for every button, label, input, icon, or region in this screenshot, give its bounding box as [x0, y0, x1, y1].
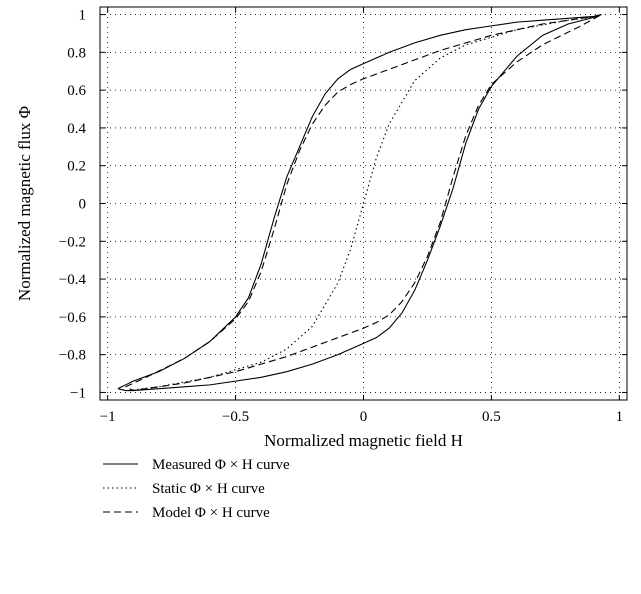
- y-tick-label: −0.4: [59, 272, 87, 288]
- legend-label: Static Φ × H curve: [152, 481, 265, 497]
- x-tick-label: −1: [100, 409, 116, 425]
- x-tick-label: 1: [616, 409, 624, 425]
- legend-label: Measured Φ × H curve: [152, 457, 290, 473]
- series-line-dashed: [125, 14, 602, 392]
- series-layer: [117, 14, 602, 392]
- legend-label: Model Φ × H curve: [152, 505, 270, 521]
- y-tick-label: 0.4: [67, 121, 86, 137]
- y-tick-label: −1: [70, 385, 86, 401]
- y-tick-label: 0.8: [67, 45, 86, 61]
- legend: Measured Φ × H curve Static Φ × H curve Mo…: [103, 457, 290, 521]
- series-line-solid: [117, 14, 602, 392]
- y-tick-label: −0.8: [59, 348, 86, 364]
- grid-lines: [100, 7, 627, 400]
- y-tick-label: 0.6: [67, 83, 86, 99]
- series-line-dotted: [128, 15, 599, 392]
- y-axis-title: Normalized magnetic flux Φ: [15, 106, 34, 301]
- y-tick-label: 0: [79, 197, 87, 213]
- x-tick-label: −0.5: [222, 409, 249, 425]
- y-tick-label: −0.2: [59, 234, 86, 250]
- x-tick-label: 0.5: [482, 409, 501, 425]
- y-tick-label: 1: [79, 8, 87, 24]
- x-tick-label: 0: [360, 409, 368, 425]
- x-axis-title: Normalized magnetic field H: [264, 431, 463, 450]
- y-tick-label: −0.6: [59, 310, 87, 326]
- axis-ticks: −1 −0.5 0 0.5 1 1 0.8 0.6 0.4 0.2 0 −0.2 −0.4 −0.6 −0.…: [59, 7, 627, 425]
- y-tick-label: 0.2: [67, 159, 86, 175]
